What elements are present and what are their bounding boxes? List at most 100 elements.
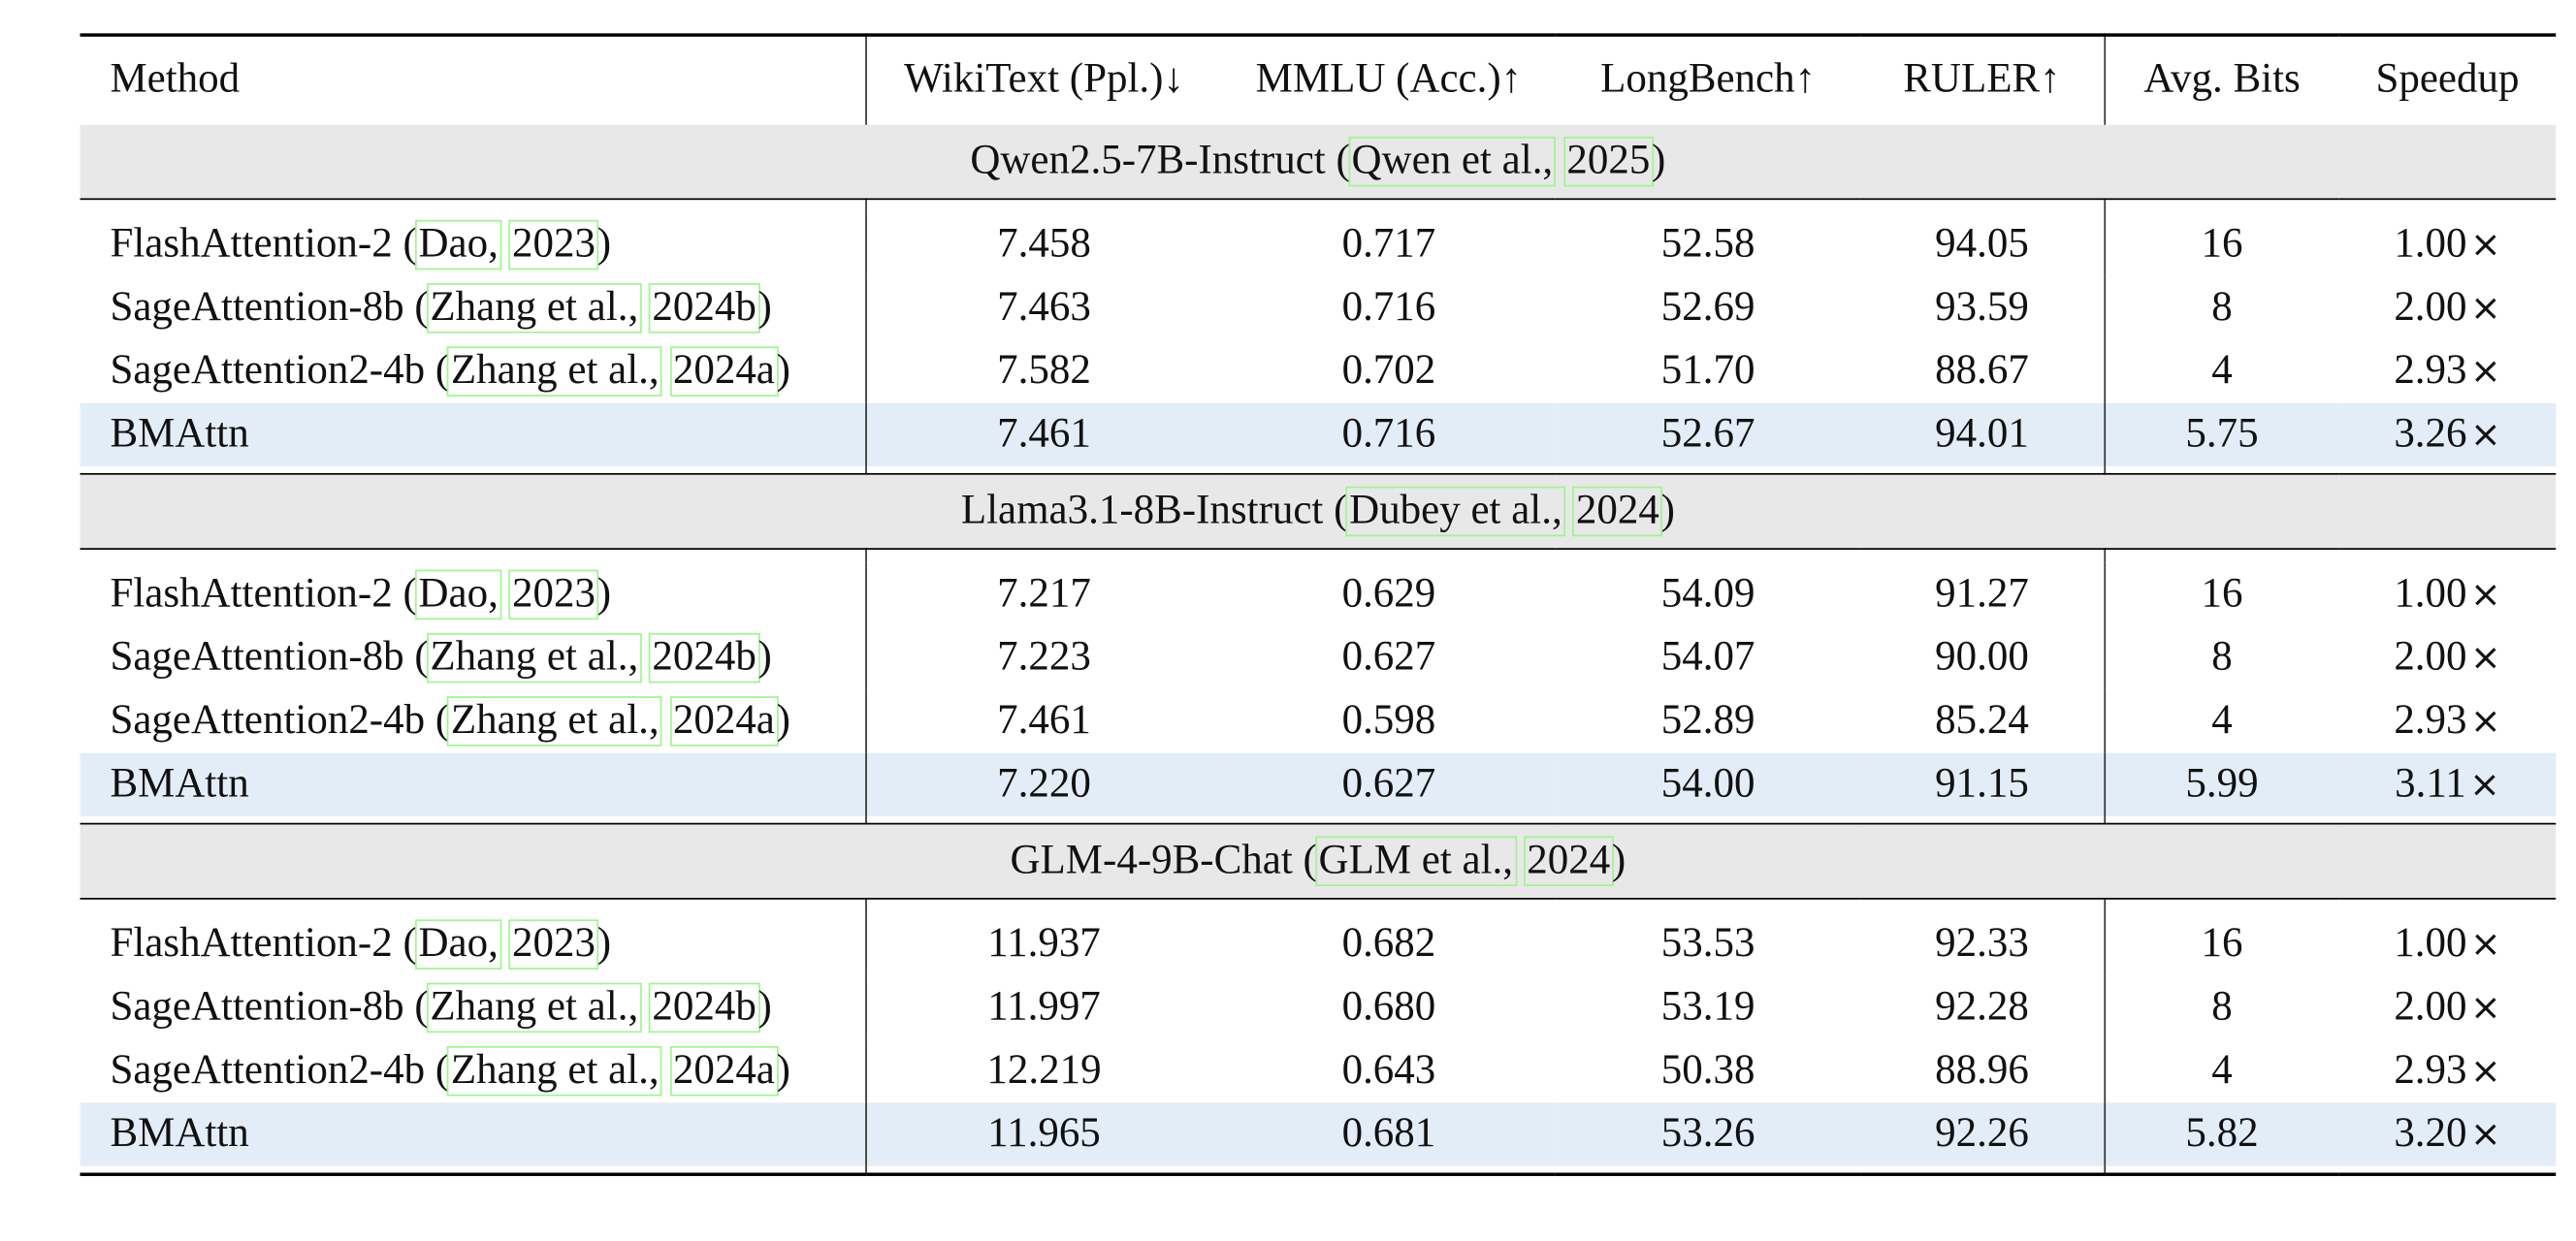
method-close-paren: )	[757, 283, 772, 330]
citation-year-link[interactable]: 2024	[1523, 835, 1614, 886]
wikitext-cell: 7.223	[997, 633, 1091, 680]
speedup-cell: 2.00 ×	[2339, 975, 2556, 1038]
header-wikitext: WikiText (Ppl.)↓	[904, 55, 1184, 102]
table-header: Method WikiText (Ppl.)↓ MMLU (Acc.)↑ Lon…	[80, 35, 2557, 124]
spacer-cell	[2338, 465, 2557, 474]
speedup-value: 2.93	[2394, 347, 2467, 393]
citation-author-link[interactable]: Zhang et al.,	[426, 632, 642, 683]
citation-author-link[interactable]: Dao,	[415, 218, 502, 270]
citation-year-link[interactable]: 2024b	[648, 282, 760, 333]
longbench-cell: 52.69	[1660, 283, 1755, 330]
table-row-highlight: BMAttn 11.965 0.681 53.26 92.26 5.82 3.20 ×	[80, 1101, 2557, 1165]
wikitext-cell: 7.461	[997, 697, 1091, 743]
method-cell: SageAttention2-4b (Zhang et al., 2024a)	[80, 338, 867, 402]
bits-cell: 4	[2211, 697, 2233, 743]
mmlu-cell: 0.716	[1341, 283, 1436, 330]
section-model-title: Qwen2.5-7B-Instruct (Qwen et al., 2025)	[80, 122, 2557, 200]
times-symbol: ×	[2469, 573, 2501, 616]
results-table: Method WikiText (Ppl.)↓ MMLU (Acc.)↑ Lon…	[80, 33, 2557, 1176]
section-model-title: Llama3.1-8B-Instruct (Dubey et al., 2024…	[80, 472, 2557, 550]
citation-author-link[interactable]: Zhang et al.,	[426, 981, 642, 1033]
method-name: BMAttn	[110, 410, 249, 456]
spacer-cell	[80, 815, 867, 824]
method-cell: SageAttention2-4b (Zhang et al., 2024a)	[80, 688, 867, 752]
citation-author-link[interactable]: Dao,	[415, 568, 502, 620]
speedup-value: 2.00	[2394, 283, 2467, 330]
header-mmlu: MMLU (Acc.)↑	[1255, 55, 1523, 102]
method-cell: FlashAttention-2 (Dao, 2023)	[80, 561, 867, 626]
citation-year-link[interactable]: 2024a	[669, 1045, 779, 1096]
spacer-cell	[2339, 548, 2556, 562]
bits-cell: 8	[2211, 283, 2233, 330]
citation-author-link[interactable]: Dubey et al.,	[1345, 485, 1566, 536]
ruler-cell: 92.33	[1860, 911, 2106, 975]
spacer-cell	[1860, 898, 2106, 912]
spacer-cell	[2104, 548, 2338, 562]
citation-year-link[interactable]: 2023	[508, 918, 599, 970]
method-name: SageAttention-8b (	[110, 283, 429, 330]
wikitext-cell: 7.582	[997, 347, 1091, 393]
spacer-cell	[80, 1164, 867, 1176]
ruler-cell: 92.26	[1860, 1101, 2106, 1165]
citation-author-link[interactable]: Qwen et al.,	[1348, 136, 1557, 186]
ruler-cell: 94.01	[1860, 401, 2106, 466]
header-bits: Avg. Bits	[2143, 55, 2301, 102]
citation-author-link[interactable]: Zhang et al.,	[447, 1045, 663, 1096]
section-end-rule	[80, 1164, 2557, 1176]
citation-author-link[interactable]: Zhang et al.,	[426, 282, 642, 333]
citation-author-link[interactable]: Zhang et al.,	[447, 345, 663, 397]
wikitext-cell: 7.220	[865, 751, 1223, 816]
method-name: FlashAttention-2 (	[110, 920, 417, 966]
spacer-cell	[2104, 1164, 2339, 1176]
times-symbol: ×	[2469, 700, 2501, 743]
speedup-cell: 1.00 ×	[2339, 212, 2556, 275]
bits-cell: 5.82	[2104, 1101, 2339, 1165]
table-row: SageAttention2-4b (Zhang et al., 2024a) 7…	[80, 338, 2557, 402]
citation-year-link[interactable]: 2024	[1572, 485, 1663, 536]
times-symbol: ×	[2469, 287, 2501, 330]
spacer-cell	[2338, 815, 2557, 824]
speedup-value: 1.00	[2394, 920, 2467, 966]
ruler-cell: 88.67	[1860, 338, 2106, 402]
times-symbol: ×	[2469, 350, 2501, 393]
section-end-rule	[80, 815, 2557, 824]
spacer-cell	[80, 548, 867, 562]
citation-year-link[interactable]: 2024b	[648, 981, 760, 1033]
bits-cell: 4	[2211, 1046, 2233, 1093]
speedup-cell: 2.93 ×	[2339, 688, 2556, 751]
wikitext-cell: 11.965	[865, 1101, 1223, 1165]
spacer-cell	[2338, 1164, 2557, 1176]
method-close-paren: )	[596, 220, 612, 267]
times-symbol: ×	[2469, 923, 2501, 966]
citation-year-link[interactable]: 2025	[1562, 136, 1654, 186]
longbench-cell: 53.53	[1660, 920, 1755, 966]
longbench-cell: 53.26	[1555, 1101, 1861, 1165]
citation-year-link[interactable]: 2024a	[669, 345, 779, 397]
wikitext-cell: 11.997	[987, 983, 1101, 1029]
citation-year-link[interactable]: 2024a	[669, 695, 779, 746]
citation-year-link[interactable]: 2023	[508, 568, 599, 620]
spacer-cell	[1860, 198, 2106, 213]
citation-year-link[interactable]: 2024b	[648, 632, 760, 683]
ruler-cell: 88.96	[1860, 1038, 2106, 1102]
citation-year-link[interactable]: 2023	[508, 218, 599, 270]
citation-author-link[interactable]: Dao,	[415, 918, 502, 970]
table-row-highlight: BMAttn 7.220 0.627 54.00 91.15 5.99 3.11 ×	[80, 751, 2557, 816]
spacer-row	[80, 548, 2557, 562]
times-symbol: ×	[2469, 1113, 2501, 1156]
speedup-value: 3.20	[2394, 1110, 2467, 1156]
section-close-paren: )	[1611, 837, 1626, 882]
times-symbol: ×	[2469, 763, 2500, 806]
mmlu-cell: 0.598	[1341, 697, 1436, 743]
table-row: FlashAttention-2 (Dao, 2023) 11.937 0.682 5…	[80, 911, 2557, 975]
mmlu-cell: 0.680	[1341, 983, 1436, 1029]
table-row: SageAttention-8b (Zhang et al., 2024b) 7.…	[80, 625, 2557, 689]
spacer-row	[80, 198, 2557, 213]
speedup-cell: 2.00 ×	[2339, 275, 2556, 338]
speedup-cell: 3.20 ×	[2338, 1101, 2557, 1165]
spacer-cell	[865, 815, 1223, 824]
bits-cell: 16	[2201, 920, 2243, 966]
citation-author-link[interactable]: GLM et al.,	[1315, 835, 1517, 886]
citation-author-link[interactable]: Zhang et al.,	[447, 695, 663, 746]
